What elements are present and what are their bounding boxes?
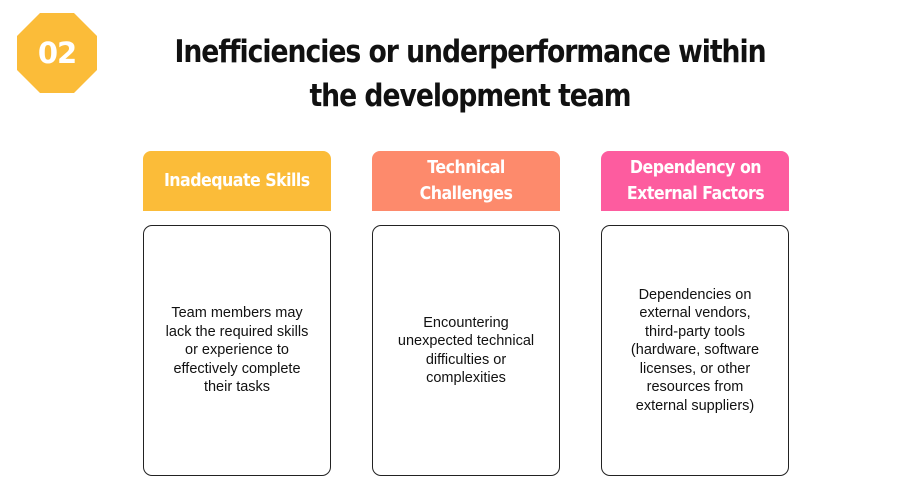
column-body-card: Dependencies on external vendors, third-… xyxy=(601,225,789,476)
section-number-badge: 02 xyxy=(17,13,97,93)
octagon-shape xyxy=(17,13,97,93)
slide-title: Inefficiencies or underperformance withi… xyxy=(174,34,766,114)
column-technical-challenges: Technical Challenges Encountering unexpe… xyxy=(372,151,560,476)
column-header-label: Dependency on External Factors xyxy=(626,157,764,204)
column-body-text: Encountering unexpected technical diffic… xyxy=(397,314,535,387)
column-body-card: Team members may lack the required skill… xyxy=(143,225,331,476)
column-header-label: Technical Challenges xyxy=(419,157,513,204)
column-header-label: Inadequate Skills xyxy=(164,170,310,191)
column-body-text: Dependencies on external vendors, third-… xyxy=(630,286,760,414)
column-external-dependency: Dependency on External Factors Dependenc… xyxy=(601,151,789,476)
column-header: Inadequate Skills xyxy=(143,151,331,211)
column-header: Technical Challenges xyxy=(372,151,560,211)
column-inadequate-skills: Inadequate Skills Team members may lack … xyxy=(143,151,331,476)
column-body-text: Team members may lack the required skill… xyxy=(165,305,309,396)
column-body-card: Encountering unexpected technical diffic… xyxy=(372,225,560,476)
section-number: 02 xyxy=(37,36,77,70)
column-header: Dependency on External Factors xyxy=(601,151,789,211)
